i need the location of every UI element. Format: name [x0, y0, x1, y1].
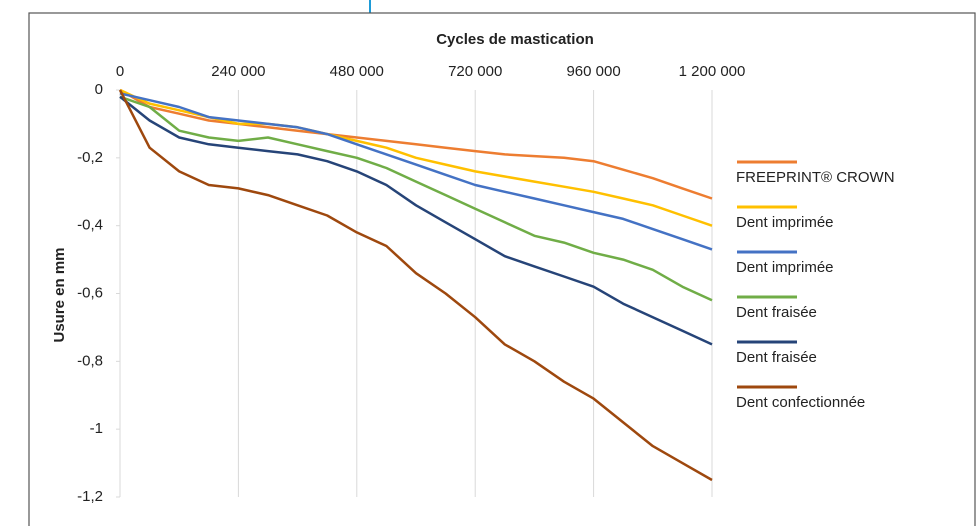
series-line: [119, 95, 713, 346]
y-axis-label: Usure en mm: [51, 247, 68, 342]
x-tick-label: 240 000: [211, 63, 265, 80]
legend-label: Dent fraisée: [736, 349, 817, 366]
legend-label: Dent imprimée: [736, 259, 834, 276]
legend-label: Dent fraisée: [736, 304, 817, 321]
legend-label: Dent imprimée: [736, 214, 834, 231]
series-line: [118, 89, 713, 482]
y-tick-label: -0,6: [77, 284, 103, 301]
series-line: [119, 95, 713, 302]
y-tick-label: -0,8: [77, 352, 103, 369]
y-tick-label: -1: [90, 420, 103, 437]
x-tick-label: 720 000: [448, 63, 502, 80]
x-tick-label: 480 000: [330, 63, 384, 80]
legend-label: Dent confectionnée: [736, 394, 865, 411]
chart-title: Cycles de mastication: [436, 31, 594, 48]
x-tick-label: 960 000: [566, 63, 620, 80]
y-tick-label: -0,4: [77, 217, 103, 234]
legend-label: FREEPRINT® CROWN: [736, 169, 895, 186]
x-tick-label: 1 200 000: [679, 63, 746, 80]
y-tick-label: 0: [95, 81, 103, 98]
series-line: [119, 92, 713, 251]
y-tick-label: -1,2: [77, 488, 103, 505]
x-tick-label: 0: [116, 63, 124, 80]
y-tick-label: -0,2: [77, 149, 103, 166]
series-line: [119, 88, 713, 200]
frame: [28, 12, 976, 531]
